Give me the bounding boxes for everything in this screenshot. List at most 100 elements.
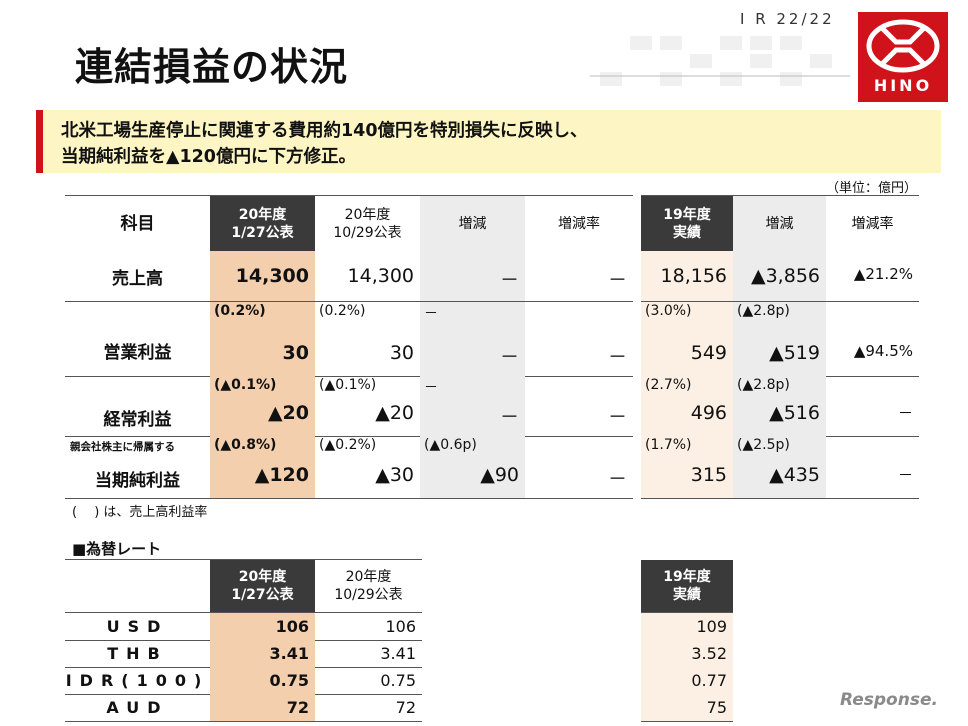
pl-bg-0-6 [733, 251, 826, 301]
pl-bg-2-3 [420, 376, 525, 436]
pl-bg-3-3 [420, 436, 525, 498]
fx-bg-light [641, 694, 733, 721]
pl-bg-1-1 [210, 302, 315, 376]
pl-header-diff_rate19: 増減率 [851, 215, 894, 232]
pl-value-cell: － [897, 404, 913, 422]
pl-row-sublabel: 親会社株主に帰属する [70, 441, 175, 453]
pl-bg-0-3 [420, 251, 525, 301]
pl-top-rule-right [641, 195, 919, 196]
page-number: I R 22/22 [740, 10, 835, 28]
pl-bg-3-1 [210, 436, 315, 498]
fx-row-rule-left [65, 721, 422, 722]
pl-ratio-cell: (1.7%) [645, 437, 692, 453]
pl-value-cell: 14,300 [235, 265, 309, 287]
fx-value-cell: 75 [706, 698, 727, 717]
fx-bg-highlight [210, 667, 315, 694]
pl-bg-1-5 [641, 302, 733, 376]
pl-value-cell: ▲519 [769, 342, 820, 364]
pl-top-rule-left [65, 195, 633, 196]
pl-row-rule-left [65, 301, 633, 302]
pl-ratio-cell: (3.0%) [645, 303, 692, 319]
fx-bg-highlight [210, 640, 315, 667]
pl-row-rule-left [65, 436, 633, 437]
logo-text: HINO [873, 76, 933, 95]
pl-header-fy20_new: 20年度 1/27公表 [210, 196, 315, 251]
fx-section-title: ■為替レート [72, 540, 162, 558]
fx-header-rule-right [641, 612, 733, 613]
pl-value-cell: ▲20 [267, 402, 309, 424]
fx-header-rule-left [65, 612, 422, 613]
hino-logo: HINO [858, 12, 948, 102]
fx-currency-label: AUD [106, 698, 169, 717]
fx-currency-label: THB [107, 644, 168, 663]
pl-value-cell: ▲90 [480, 464, 519, 486]
pl-value-cell: － [499, 406, 519, 428]
pl-value-cell: － [607, 406, 627, 428]
pl-bg-2-6 [733, 376, 826, 436]
fx-row-rule-right [641, 721, 733, 722]
pl-bg-3-5 [641, 436, 733, 498]
fx-value-cell: 3.41 [380, 644, 416, 663]
pl-bg-0-1 [210, 251, 315, 301]
pl-ratio-cell: (2.7%) [645, 377, 692, 393]
pl-row-label: 経常利益 [103, 409, 172, 430]
fx-value-cell: 0.75 [380, 671, 416, 690]
fx-value-cell: 109 [696, 617, 727, 636]
pl-value-cell: 30 [282, 342, 309, 364]
pl-row-rule-right [641, 498, 919, 499]
table-note: ( ) は、売上高利益率 [72, 505, 208, 520]
pl-value-cell: 315 [690, 464, 727, 486]
pl-ratio-cell: (▲2.8p) [737, 303, 790, 319]
pl-value-cell: ▲3,856 [750, 265, 820, 287]
pl-row-label: 営業利益 [103, 342, 172, 363]
pl-value-cell: ▲516 [769, 402, 820, 424]
watermark: Response. [840, 690, 938, 710]
pl-value-cell: 14,300 [347, 265, 414, 287]
fx-value-cell: 106 [385, 617, 416, 636]
fx-value-cell: 0.77 [691, 671, 727, 690]
pl-value-cell: ▲20 [375, 402, 414, 424]
pl-header-diff: 増減 [420, 196, 525, 251]
pl-ratio-cell: (▲2.8p) [737, 377, 790, 393]
page-title: 連結損益の状況 [75, 45, 349, 89]
pl-value-cell: 496 [690, 402, 727, 424]
pl-header-diff_rate: 増減率 [558, 215, 600, 232]
pl-ratio-cell: (▲2.5p) [737, 437, 790, 453]
fx-bg-highlight [210, 694, 315, 721]
pl-ratio-cell: － [424, 380, 438, 396]
fx-header-fy20_old: 20年度 10/29公表 [334, 569, 403, 603]
headline-banner: 北米工場生産停止に関連する費用約140億円を特別損失に反映し、 当期純利益を▲1… [36, 110, 941, 173]
fx-bg-light [641, 640, 733, 667]
pl-ratio-cell: － [424, 306, 438, 322]
pl-row-label: 売上高 [112, 268, 163, 289]
fx-currency-label: IDR(100) [65, 671, 210, 690]
banner-line-1: 北米工場生産停止に関連する費用約140億円を特別損失に反映し、 [61, 121, 588, 141]
fx-value-cell: 72 [286, 698, 309, 717]
fx-value-cell: 0.75 [269, 671, 309, 690]
pl-bg-1-3 [420, 302, 525, 376]
fx-header-fy20_new: 20年度 1/27公表 [210, 560, 315, 612]
fx-bg-light [641, 667, 733, 694]
pl-value-cell: － [499, 346, 519, 368]
pl-bg-2-1 [210, 376, 315, 436]
pl-value-cell: － [607, 468, 627, 490]
fx-top-rule [65, 559, 422, 560]
fx-value-cell: 72 [395, 698, 416, 717]
pl-ratio-cell: (0.2%) [319, 303, 366, 319]
pl-value-cell: 30 [389, 342, 414, 364]
pl-row-rule-left [65, 376, 633, 377]
pl-header-fy20_old: 20年度 10/29公表 [333, 206, 402, 241]
pl-value-cell: － [607, 346, 627, 368]
pl-value-cell: ▲120 [254, 464, 309, 486]
pl-ratio-cell: (▲0.8%) [214, 437, 277, 453]
pl-row-rule-right [641, 301, 919, 302]
pl-ratio-cell: (▲0.1%) [319, 377, 377, 393]
fx-value-cell: 3.41 [269, 644, 309, 663]
pl-header-fy19: 19年度 実績 [641, 196, 733, 251]
pl-value-cell: － [897, 466, 913, 484]
pl-value-cell: ▲94.5% [853, 342, 913, 360]
pl-bg-2-5 [641, 376, 733, 436]
pl-row-rule-left [65, 498, 633, 499]
pl-ratio-cell: (0.2%) [214, 303, 266, 319]
banner-line-2: 当期純利益を▲120億円に下方修正。 [61, 147, 356, 167]
